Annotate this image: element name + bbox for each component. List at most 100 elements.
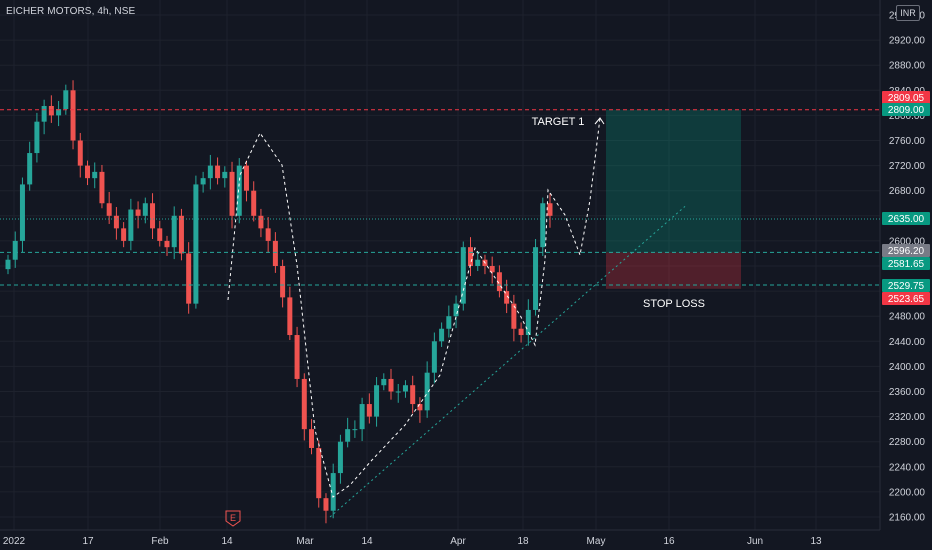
y-tick-label: 2200.00 <box>889 487 926 498</box>
candle <box>359 404 365 430</box>
candle <box>236 165 242 216</box>
candle <box>366 404 372 417</box>
candle <box>540 203 546 248</box>
candle <box>150 203 156 229</box>
candle <box>518 328 524 336</box>
candle <box>207 165 213 179</box>
candle <box>99 171 105 204</box>
y-tick-label: 2440.00 <box>889 337 926 348</box>
y-tick-label: 2720.00 <box>889 161 926 172</box>
candle <box>265 228 271 241</box>
y-tick-label: 2400.00 <box>889 362 926 373</box>
y-tick-label: 2760.00 <box>889 136 926 147</box>
target-zone <box>606 109 741 253</box>
x-tick-label: Apr <box>450 536 466 547</box>
price-tag <box>882 279 930 292</box>
chart-grid <box>0 0 881 531</box>
candle <box>251 190 257 216</box>
candle <box>56 109 62 116</box>
y-tick-label: 2600.00 <box>889 236 926 247</box>
candle <box>171 215 177 248</box>
candle <box>272 240 278 266</box>
y-tick-label: 2240.00 <box>889 462 926 473</box>
y-tick-label: 2680.00 <box>889 186 926 197</box>
candle <box>511 303 517 329</box>
stop-loss-label: STOP LOSS <box>643 298 705 310</box>
x-tick-label: 18 <box>517 536 529 547</box>
price-tag-label: 2581.65 <box>888 259 925 270</box>
price-tag <box>882 91 930 104</box>
price-tag-label: 2529.75 <box>888 281 925 292</box>
candle <box>431 341 437 373</box>
candle <box>417 404 423 411</box>
target-label: TARGET 1 <box>532 116 585 128</box>
price-tag <box>882 212 930 225</box>
drawings: TARGET 1 STOP LOSS E <box>0 109 880 527</box>
candle <box>525 309 531 336</box>
candle <box>12 240 18 260</box>
candle <box>301 378 307 430</box>
candle <box>27 153 33 185</box>
candle <box>468 247 474 266</box>
x-tick-label: Mar <box>296 536 314 547</box>
x-tick-label: 14 <box>221 536 233 547</box>
candle <box>475 259 481 266</box>
candle <box>92 171 98 179</box>
y-tick-label: 2160.00 <box>889 513 926 524</box>
candle <box>121 228 127 241</box>
price-tag <box>882 103 930 116</box>
candle <box>316 447 322 499</box>
symbol-title: EICHER MOTORS, 4h, NSE <box>6 6 136 17</box>
candle <box>345 429 351 442</box>
event-icon <box>225 510 241 527</box>
price-tag <box>882 257 930 270</box>
y-tick-label: 2280.00 <box>889 437 926 448</box>
candle <box>229 171 235 216</box>
candle <box>5 259 11 270</box>
price-tag-label: 2809.00 <box>888 105 925 116</box>
candle <box>215 165 221 179</box>
y-tick-label: 2880.00 <box>889 61 926 72</box>
price-axis: 2960.002920.002880.002840.002800.002760.… <box>882 11 930 524</box>
candle <box>186 253 192 304</box>
y-tick-label: 2800.00 <box>889 111 926 122</box>
candle <box>128 209 134 241</box>
x-tick-label: Feb <box>151 536 169 547</box>
candle <box>222 171 228 179</box>
price-tag-label: 2523.65 <box>888 294 925 305</box>
stop-zone <box>606 252 741 289</box>
candle <box>533 247 539 310</box>
candle <box>19 184 25 241</box>
candle <box>446 316 452 329</box>
y-tick-label: 2920.00 <box>889 36 926 47</box>
candle <box>243 165 249 191</box>
candle <box>352 429 358 431</box>
candle <box>41 105 47 122</box>
candle <box>200 178 206 185</box>
candle <box>309 429 315 448</box>
candle <box>496 272 502 292</box>
candle <box>193 184 199 304</box>
time-axis: 2022 17 Feb 14 Mar 14 Apr 18 May 16 Jun 13 <box>3 536 822 547</box>
candle <box>381 378 387 386</box>
candle <box>294 335 300 379</box>
candle <box>504 291 510 304</box>
candle <box>164 240 170 248</box>
candle <box>280 266 286 298</box>
pattern-path <box>227 117 601 498</box>
price-tag <box>882 244 930 257</box>
price-tag-label: 2596.20 <box>888 246 925 257</box>
candle <box>323 498 329 511</box>
price-tag-label: 2635.00 <box>888 214 925 225</box>
candle <box>439 328 445 342</box>
x-tick-label: 14 <box>361 536 373 547</box>
y-tick-label: 2320.00 <box>889 412 926 423</box>
x-tick-label: 2022 <box>3 536 26 547</box>
candle <box>402 385 408 392</box>
candle <box>460 247 466 304</box>
currency-button[interactable]: INR <box>896 5 920 21</box>
candle <box>337 441 343 474</box>
candles <box>5 80 553 524</box>
x-tick-label: 17 <box>82 536 94 547</box>
